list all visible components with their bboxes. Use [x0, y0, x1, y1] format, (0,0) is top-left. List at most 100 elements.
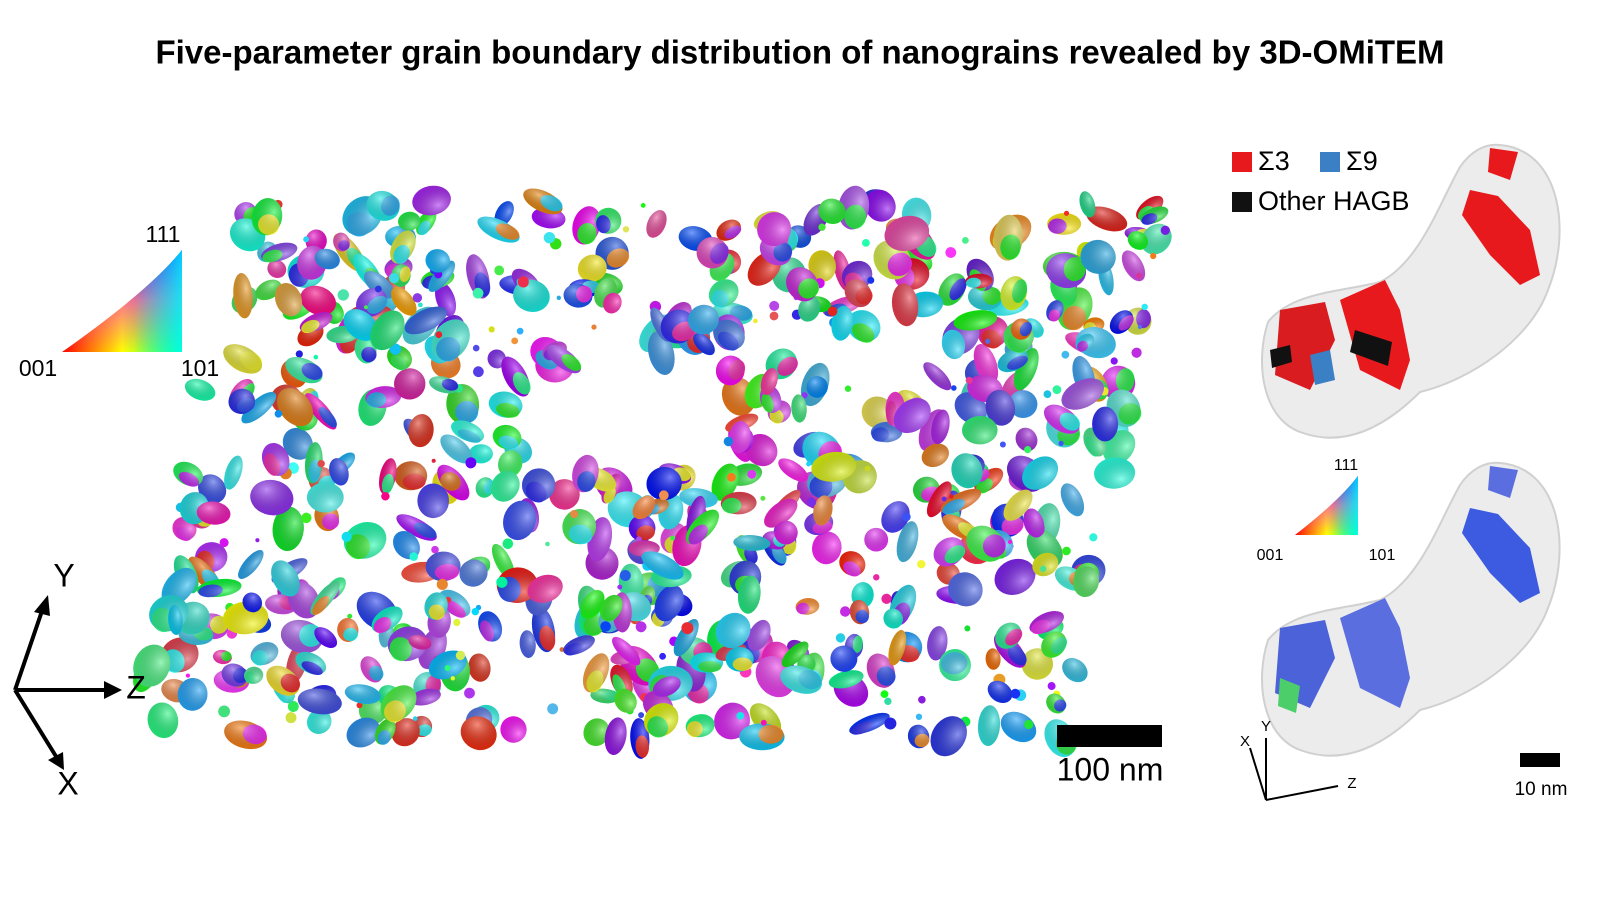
grain-shade [646, 466, 682, 501]
grain-shade [295, 651, 327, 675]
grain-shade [985, 648, 1001, 670]
grain-shade [923, 362, 952, 391]
grain-shade [375, 718, 396, 745]
grain [884, 697, 892, 705]
grain-shade [830, 645, 858, 672]
legend-label: Σ9 [1346, 146, 1378, 176]
grain-shade [654, 585, 684, 622]
axes-triad [13, 595, 122, 770]
grain [727, 472, 736, 482]
grain-shade [314, 627, 338, 649]
grain-shade [864, 527, 889, 552]
ipf-label: 101 [1369, 547, 1396, 564]
grain-shade [1015, 427, 1038, 452]
grain-shade [329, 458, 349, 486]
title: Five-parameter grain boundary distributi… [155, 34, 1444, 71]
grain-shade [791, 394, 807, 423]
scale-bar [1057, 725, 1162, 747]
grain-shade [812, 531, 842, 565]
grain-shade [711, 463, 739, 501]
grain-shade [985, 389, 1016, 426]
grain-shade [940, 488, 982, 514]
grain-shade [468, 444, 493, 464]
grain-shade [177, 678, 208, 711]
scale-bar-label: 10 nm [1515, 779, 1568, 800]
orientation-patch [1462, 508, 1540, 603]
grain-shade [306, 709, 332, 734]
grain-shade [973, 343, 999, 385]
grain [1110, 357, 1118, 365]
grain [295, 350, 303, 358]
grain-shade [1022, 456, 1059, 490]
grain-shade [1041, 631, 1067, 658]
grain [617, 584, 623, 590]
grain-shade [261, 442, 290, 476]
grain [1160, 225, 1170, 235]
grain-shade [299, 312, 333, 333]
grain-shade [394, 461, 428, 491]
grain-shade [500, 716, 527, 743]
grain-shade [786, 267, 819, 302]
grain-shade [337, 618, 359, 642]
grain [1062, 546, 1071, 556]
grain-shade [708, 279, 739, 308]
grain-shade [304, 393, 337, 430]
grain-shade [234, 202, 257, 225]
grain [502, 538, 514, 550]
grain-shade [993, 214, 1023, 261]
grain [412, 293, 423, 303]
grain-shade [168, 605, 183, 635]
grain-shade [333, 232, 350, 252]
axis-arrow [1265, 785, 1339, 801]
grain-shade [685, 714, 715, 738]
grain [964, 625, 971, 632]
grain-shade [921, 443, 949, 468]
grain [313, 354, 319, 360]
grain [862, 238, 870, 247]
grain-shade [184, 378, 216, 401]
grain [341, 531, 352, 542]
grain-shade [370, 310, 405, 351]
ipf-label: 101 [181, 355, 219, 381]
grain-shade [818, 198, 846, 225]
grain-shade [1000, 276, 1027, 311]
grain-shade [393, 530, 420, 560]
grain-shade [391, 287, 417, 316]
grain-shade [398, 211, 421, 231]
grain-shade [417, 483, 450, 519]
grain-shade [380, 685, 417, 722]
axis-label: Y [1261, 718, 1271, 735]
grain-shade [425, 551, 461, 582]
grain-shade [953, 310, 998, 331]
grain-shell [1261, 461, 1561, 757]
grain-shade [849, 712, 890, 735]
grain-shade [147, 702, 179, 739]
grain [472, 344, 480, 352]
grain-shade [440, 434, 473, 464]
grain-shade [1046, 253, 1087, 289]
grain [218, 705, 231, 718]
grain [884, 717, 897, 730]
grain-shade [440, 472, 461, 491]
grain-shade [838, 185, 870, 230]
grain-shade [572, 454, 599, 493]
grain-shade [1000, 711, 1037, 743]
grain-shade [343, 309, 378, 341]
grain [435, 331, 443, 339]
grain [436, 578, 448, 591]
grain-shade [310, 581, 340, 615]
grain-shade [527, 574, 563, 603]
grain [864, 465, 871, 472]
grain-shade [1109, 310, 1134, 334]
grain-shade [831, 305, 854, 341]
grain [381, 492, 390, 501]
grain-shade [425, 249, 451, 273]
arrow-head [48, 752, 64, 770]
grain-shade [806, 376, 828, 398]
grain [806, 497, 817, 507]
grain-shade [660, 309, 696, 344]
grain-shade [501, 356, 530, 397]
grain [347, 613, 353, 619]
grain-shade [603, 292, 622, 314]
grain [619, 570, 631, 581]
